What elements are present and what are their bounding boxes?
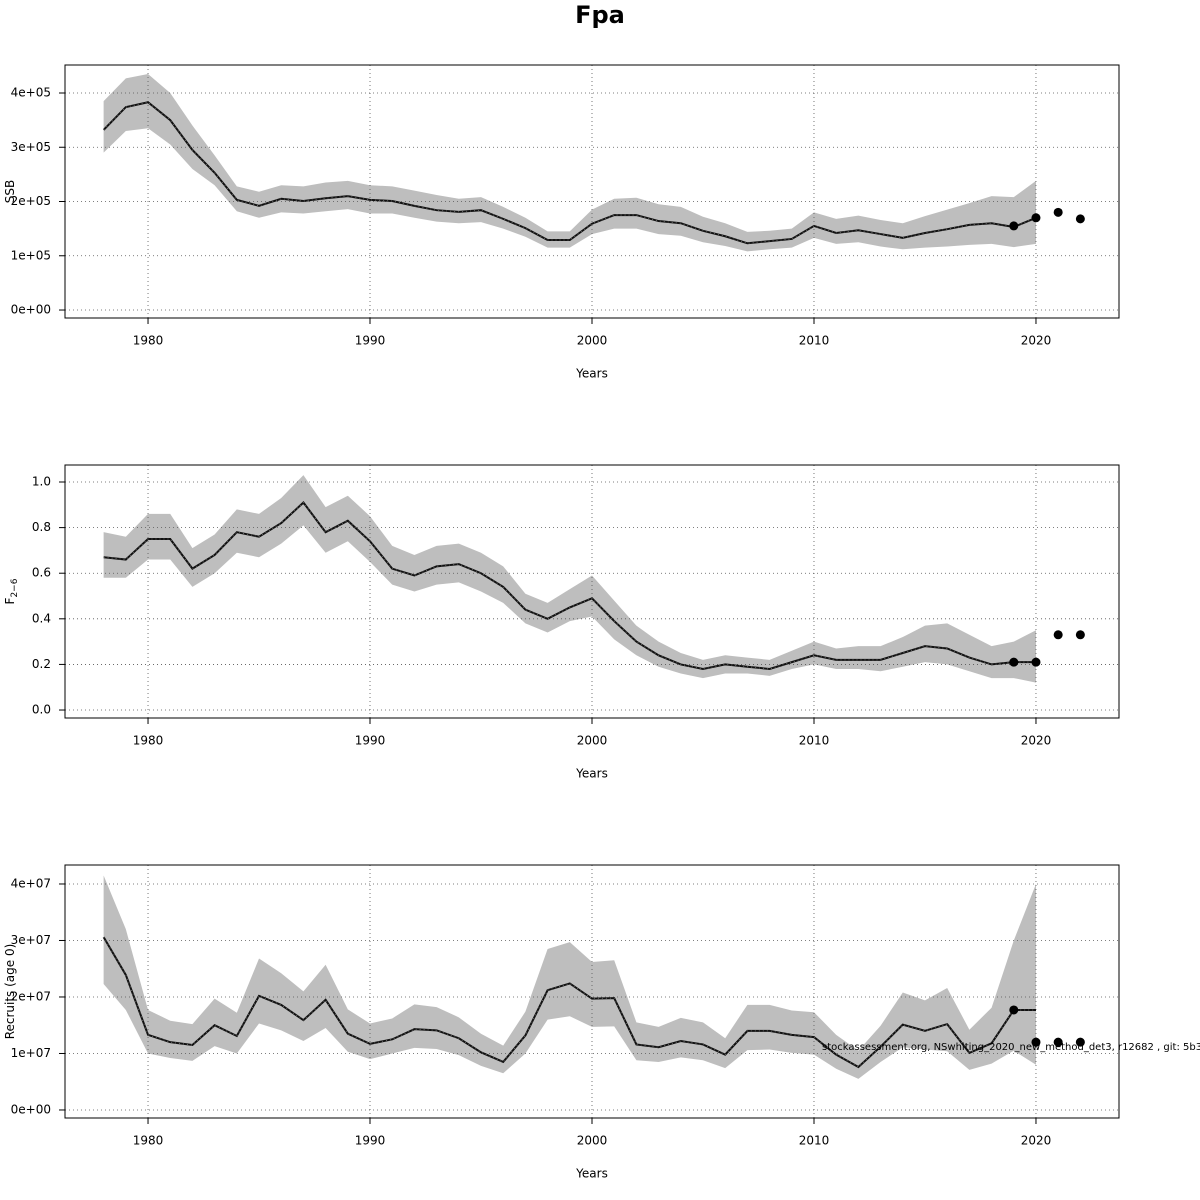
x-tick-label: 1980 <box>133 1134 164 1148</box>
x-tick-label: 1980 <box>133 334 164 348</box>
point <box>1009 1005 1019 1015</box>
y-tick-label: 2e+07 <box>11 989 51 1003</box>
x-tick-label: 2010 <box>799 734 830 748</box>
point <box>1075 630 1085 640</box>
x-tick-label: 2010 <box>799 334 830 348</box>
x-axis-label: Years <box>575 1167 608 1181</box>
point <box>1009 657 1019 667</box>
y-tick-label: 0.2 <box>32 657 51 671</box>
y-axis-label: F2−6 <box>3 578 20 604</box>
x-tick-label: 2000 <box>577 1134 608 1148</box>
x-tick-label: 1980 <box>133 734 164 748</box>
y-tick-label: 0.8 <box>32 520 51 534</box>
footer-note: stockassessment.org, NSwhiting_2020_new_… <box>822 1042 1200 1053</box>
x-tick-label: 2020 <box>1021 1134 1052 1148</box>
y-tick-label: 2e+05 <box>11 194 51 208</box>
x-tick-label: 2020 <box>1021 734 1052 748</box>
y-tick-label: 0e+00 <box>11 303 51 317</box>
confidence-band <box>103 875 1036 1079</box>
estimate-line-dots <box>103 101 1037 244</box>
y-tick-label: 4e+07 <box>11 876 51 890</box>
point <box>1053 207 1063 217</box>
y-tick-label: 1e+05 <box>11 248 51 262</box>
plot-frame <box>64 464 1120 719</box>
point <box>1031 1037 1041 1047</box>
y-tick-label: 0.4 <box>32 611 51 625</box>
x-tick-label: 2000 <box>577 334 608 348</box>
estimate-line-dots <box>103 501 1036 670</box>
y-tick-label: 3e+05 <box>11 140 51 154</box>
x-axis-label: Years <box>575 767 608 781</box>
y-tick-label: 0.6 <box>32 566 51 580</box>
x-tick-label: 2020 <box>1021 334 1052 348</box>
figure-title: Fpa <box>575 1 625 29</box>
y-axis-label: Recruits (age 0) <box>3 944 17 1040</box>
confidence-band <box>103 74 1036 252</box>
y-axis-label-sub: 2−6 <box>10 578 20 597</box>
y-tick-label: 0.0 <box>32 703 51 717</box>
point <box>1053 1037 1063 1047</box>
point <box>1009 221 1019 231</box>
x-axis-label: Years <box>575 367 608 381</box>
point <box>1053 630 1063 640</box>
y-tick-label: 1e+07 <box>11 1046 51 1060</box>
y-axis-label-main: Recruits (age 0) <box>3 944 17 1040</box>
plot-frame <box>64 864 1120 1119</box>
estimate-line <box>102 936 1036 1069</box>
x-tick-label: 2010 <box>799 1134 830 1148</box>
y-tick-label: 0e+00 <box>11 1102 51 1116</box>
x-tick-label: 2000 <box>577 734 608 748</box>
point <box>1075 1037 1085 1047</box>
y-tick-label: 3e+07 <box>11 933 51 947</box>
confidence-band <box>103 475 1036 683</box>
y-tick-label: 1.0 <box>32 475 51 489</box>
point <box>1075 214 1085 224</box>
y-axis-label: SSB <box>3 180 17 203</box>
y-axis-label-main: F <box>3 597 17 604</box>
x-tick-label: 1990 <box>355 1134 386 1148</box>
estimate-line <box>102 101 1037 245</box>
y-tick-label: 4e+05 <box>11 85 51 99</box>
x-tick-label: 1990 <box>355 734 386 748</box>
y-axis-label-main: SSB <box>3 180 17 203</box>
plot-frame <box>64 64 1120 319</box>
point <box>1031 657 1041 667</box>
point <box>1031 213 1041 223</box>
x-tick-label: 1990 <box>355 334 386 348</box>
